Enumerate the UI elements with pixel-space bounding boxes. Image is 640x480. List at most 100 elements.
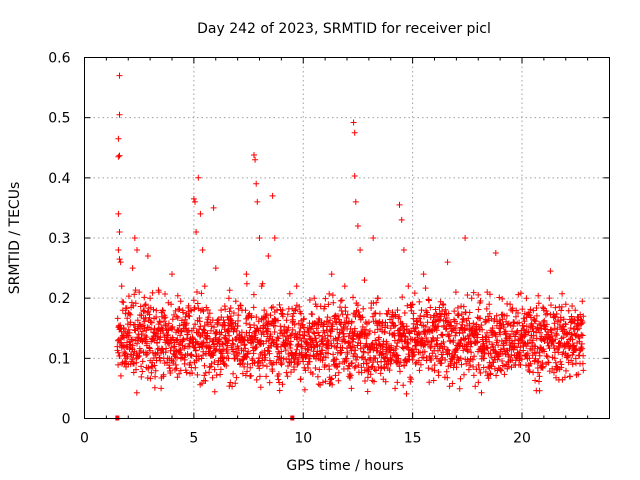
data-point <box>517 344 524 351</box>
data-point <box>532 377 539 384</box>
data-point <box>404 302 411 309</box>
data-point <box>567 373 574 380</box>
data-point <box>570 342 577 349</box>
data-point <box>286 290 293 297</box>
grid-lines <box>84 57 610 419</box>
data-point <box>456 385 463 392</box>
data-point <box>421 348 428 355</box>
data-point <box>262 314 269 321</box>
data-point <box>413 346 420 353</box>
data-point <box>371 378 377 385</box>
data-point <box>241 341 248 348</box>
data-point <box>201 322 208 329</box>
data-point <box>293 283 300 290</box>
data-point <box>229 340 236 347</box>
data-point <box>271 235 278 241</box>
data-point <box>244 361 251 368</box>
data-point <box>479 343 486 350</box>
data-point <box>182 343 189 350</box>
data-point <box>263 363 270 370</box>
data-point <box>211 366 218 373</box>
data-point <box>172 366 178 373</box>
data-point <box>137 348 144 354</box>
data-point <box>330 299 337 306</box>
data-point <box>179 337 186 344</box>
data-point <box>325 345 332 352</box>
data-point <box>351 325 358 332</box>
data-point <box>233 327 240 334</box>
data-point <box>578 331 585 338</box>
data-point <box>133 389 140 396</box>
data-point <box>365 319 372 326</box>
data-point <box>185 302 192 309</box>
data-point <box>175 341 182 348</box>
data-point <box>333 356 340 363</box>
data-point <box>173 365 180 372</box>
data-point <box>146 314 153 321</box>
data-point <box>343 315 350 321</box>
data-point <box>502 351 509 358</box>
data-point <box>176 322 183 329</box>
data-point <box>138 363 145 370</box>
data-point <box>435 323 442 330</box>
data-point <box>572 332 579 339</box>
data-point <box>116 353 123 359</box>
data-point <box>384 322 391 329</box>
data-point <box>535 326 542 333</box>
data-point <box>274 307 280 314</box>
data-point <box>201 283 208 290</box>
data-point <box>558 307 565 314</box>
data-point <box>470 320 477 327</box>
data-point <box>291 321 298 328</box>
data-point <box>166 340 173 347</box>
data-point <box>118 283 125 290</box>
data-point <box>311 330 318 337</box>
data-point <box>180 336 187 343</box>
data-point <box>580 313 587 320</box>
data-point <box>183 369 190 376</box>
data-point <box>251 322 258 329</box>
data-point <box>290 318 297 325</box>
data-point <box>530 332 537 339</box>
data-point <box>275 317 281 324</box>
data-point <box>145 364 152 371</box>
data-point <box>316 366 323 373</box>
data-point <box>556 344 563 351</box>
data-point <box>319 347 326 354</box>
data-point <box>192 347 199 354</box>
data-point <box>536 378 542 385</box>
data-point <box>357 247 364 253</box>
data-point <box>397 359 404 366</box>
data-point <box>499 358 505 364</box>
data-point <box>174 354 180 361</box>
data-point <box>279 307 286 314</box>
data-point <box>298 343 305 350</box>
data-point <box>328 342 335 349</box>
data-point <box>324 314 331 321</box>
data-point <box>253 344 260 350</box>
data-point <box>275 335 282 342</box>
data-point <box>436 304 443 311</box>
data-point <box>353 356 360 363</box>
data-point <box>385 307 392 314</box>
data-point <box>285 351 292 357</box>
data-point <box>339 344 346 351</box>
data-point <box>370 235 377 241</box>
data-point <box>551 320 558 327</box>
data-point <box>263 311 270 317</box>
data-point <box>221 361 228 368</box>
data-point <box>416 367 423 374</box>
data-point <box>355 362 362 369</box>
data-point <box>300 316 307 323</box>
data-point <box>478 389 485 396</box>
data-point <box>170 358 177 365</box>
data-point <box>405 340 412 347</box>
data-point <box>524 350 531 357</box>
data-point <box>396 313 403 320</box>
data-point <box>346 373 353 380</box>
data-point <box>560 316 567 323</box>
data-point <box>388 357 395 364</box>
data-point <box>137 303 144 310</box>
data-point <box>372 310 379 317</box>
